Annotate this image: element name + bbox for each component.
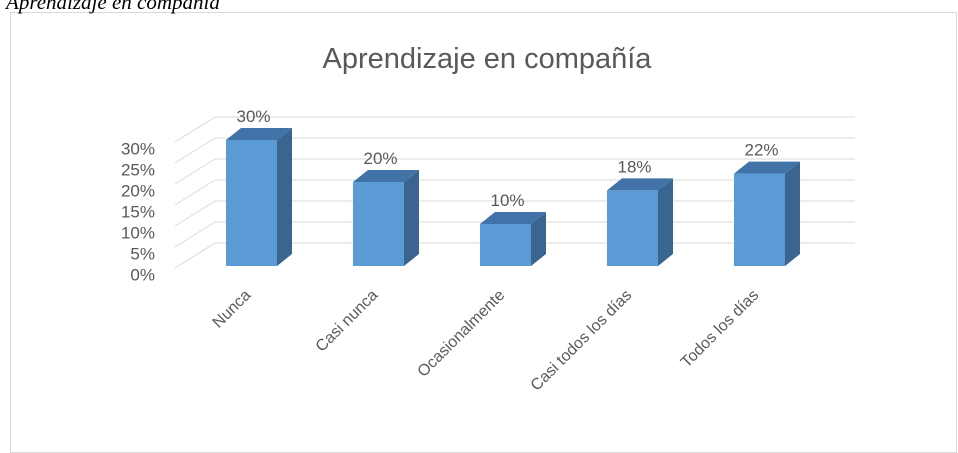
y-tick-label: 15% xyxy=(121,202,155,221)
bar xyxy=(734,173,785,266)
bar-side xyxy=(531,212,546,266)
grid-line xyxy=(174,137,216,164)
value-label: 20% xyxy=(363,149,397,168)
grid-line xyxy=(174,179,216,206)
bar xyxy=(607,190,658,266)
y-tick-label: 30% xyxy=(121,139,155,158)
chart-title: Aprendizaje en compañía xyxy=(323,43,653,75)
bar-side xyxy=(658,178,673,266)
y-tick-label: 10% xyxy=(121,223,155,242)
y-tick-label: 25% xyxy=(121,160,155,179)
grid-line xyxy=(174,200,216,227)
grid-line xyxy=(174,242,216,269)
value-label: 18% xyxy=(617,157,651,176)
bar-top xyxy=(734,161,800,174)
bar xyxy=(353,182,404,266)
y-tick-label: 0% xyxy=(130,265,155,284)
caption: Aprendizaje en compañía xyxy=(4,0,220,14)
bar-top xyxy=(353,170,419,182)
grid-line xyxy=(174,116,216,143)
value-label: 30% xyxy=(236,107,270,126)
bar-side xyxy=(785,161,800,266)
bar-top xyxy=(607,178,673,191)
value-label: 22% xyxy=(744,141,778,160)
bar-top xyxy=(226,128,292,140)
bar-side xyxy=(277,128,292,266)
bar xyxy=(226,140,277,266)
value-label: 10% xyxy=(490,191,524,210)
bar-top xyxy=(480,212,546,224)
y-tick-label: 20% xyxy=(121,181,155,200)
bar-side xyxy=(404,170,419,266)
y-tick-label: 5% xyxy=(130,244,155,263)
grid-line xyxy=(174,221,216,248)
bar xyxy=(480,224,531,266)
grid-line xyxy=(174,158,216,185)
